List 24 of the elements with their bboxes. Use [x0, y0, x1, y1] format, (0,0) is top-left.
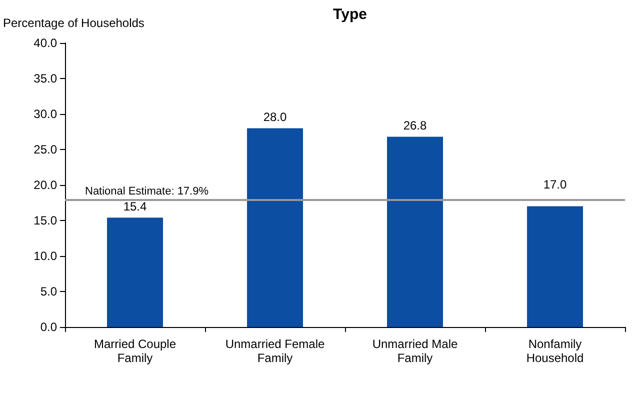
y-tick-label: 10.0 [34, 249, 58, 263]
x-tick-label: Nonfamily Household [526, 337, 584, 365]
x-tick-label: Unmarried Male Family [372, 337, 458, 365]
bar [527, 206, 583, 327]
y-tick-label: 5.0 [40, 284, 58, 298]
data-label: 26.8 [403, 118, 427, 133]
bar [247, 128, 303, 327]
chart-title: Type [333, 6, 367, 23]
data-label: 15.4 [123, 200, 147, 214]
y-axis-title: Percentage of Households [3, 16, 144, 30]
ref-line-label: National Estimate: 17.9% [85, 185, 209, 198]
data-label: 17.0 [543, 177, 567, 192]
bar [107, 218, 163, 327]
bar [387, 136, 443, 327]
y-tick-label: 15.0 [34, 214, 58, 228]
y-tick-label: 0.0 [40, 320, 58, 334]
data-label: 28.0 [263, 110, 287, 124]
x-tick-label: Unmarried Female Family [225, 337, 325, 365]
y-tick-label: 25.0 [34, 142, 58, 156]
x-tick-label: Married Couple Family [94, 337, 176, 365]
y-tick-label: 40.0 [34, 36, 58, 50]
y-tick-label: 35.0 [34, 72, 58, 86]
y-tick-label: 20.0 [34, 178, 58, 192]
y-tick-label: 30.0 [34, 107, 58, 121]
